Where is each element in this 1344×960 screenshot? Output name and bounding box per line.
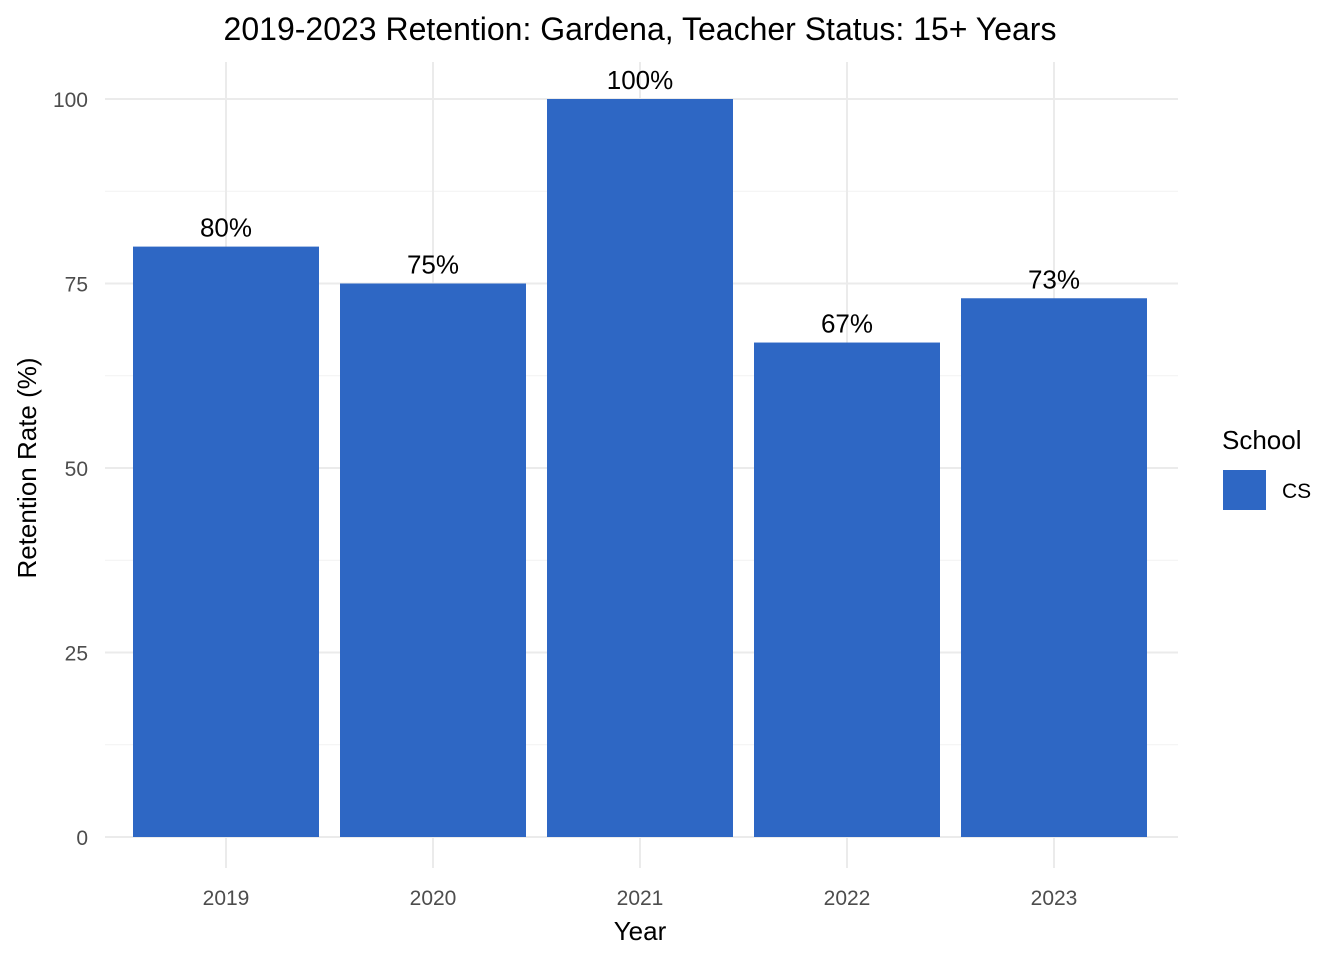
y-tick-label: 100 (53, 89, 88, 112)
legend-label-cs: CS (1282, 480, 1311, 503)
data-labels: 80% 75% 100% 67% 73% (200, 65, 1080, 339)
x-axis-title: Year (614, 916, 667, 946)
data-label-2019: 80% (200, 213, 252, 243)
y-tick-label: 25 (65, 643, 88, 666)
data-label-2022: 67% (821, 309, 873, 339)
y-tick-label: 50 (65, 458, 88, 481)
data-label-2020: 75% (407, 250, 459, 280)
bar-2021 (547, 99, 733, 837)
bars (133, 99, 1147, 838)
data-label-2021: 100% (607, 65, 674, 95)
x-tick-label: 2023 (1031, 887, 1078, 910)
x-tick-label: 2020 (410, 887, 457, 910)
bar-2023 (961, 298, 1147, 837)
x-tick-label: 2021 (617, 887, 664, 910)
data-label-2023: 73% (1028, 264, 1080, 294)
bar-2020 (340, 283, 526, 837)
bar-2019 (133, 246, 319, 838)
legend-title: School (1222, 425, 1302, 455)
legend-swatch-cs (1223, 470, 1266, 510)
y-axis-ticks: 0 25 50 75 100 (53, 89, 88, 850)
y-tick-label: 0 (76, 827, 88, 850)
legend: School CS (1222, 425, 1311, 510)
y-tick-label: 75 (65, 274, 88, 297)
x-axis-ticks: 2019 2020 2021 2022 2023 (203, 887, 1078, 910)
bar-2022 (754, 342, 940, 837)
y-axis-title: Retention Rate (%) (12, 357, 42, 578)
x-tick-label: 2019 (203, 887, 250, 910)
chart-title: 2019-2023 Retention: Gardena, Teacher St… (224, 11, 1057, 47)
x-tick-label: 2022 (824, 887, 871, 910)
